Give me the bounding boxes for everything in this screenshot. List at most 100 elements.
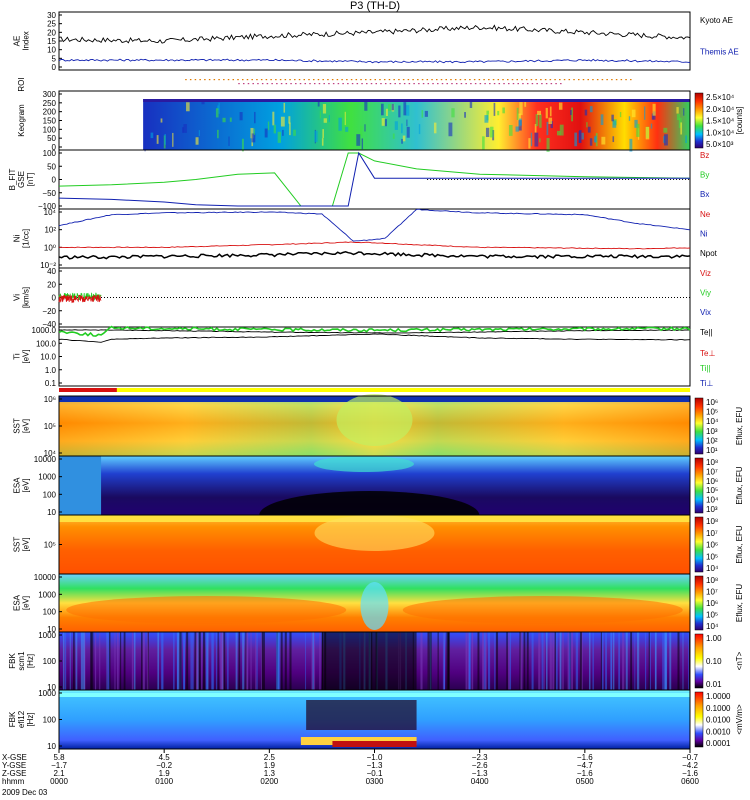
fbk_e-colorbar-tick: 1.0000 <box>706 692 731 701</box>
roi-mark <box>199 79 201 81</box>
xaxis-value: −0.7 <box>682 753 698 762</box>
fbk_b-stripe <box>305 632 307 690</box>
fbk_b-stripe <box>669 632 672 690</box>
keogram-streak <box>251 133 256 143</box>
keogram-streak <box>222 117 226 123</box>
temperature-series-2 <box>58 325 691 337</box>
keogram-streak <box>628 116 631 121</box>
roi-mark <box>625 79 627 81</box>
density-legend-Ni: Ni <box>700 230 708 239</box>
sst_elec-ylabel-line: SST <box>13 537 22 553</box>
velocity-ytick: 20 <box>47 280 56 289</box>
bfield-legend-By: By <box>700 171 709 180</box>
roi-mark <box>545 83 548 85</box>
keogram-streak <box>676 107 679 114</box>
xaxis-value: −2.3 <box>472 753 488 762</box>
keogram-streak <box>338 117 342 131</box>
fbk_b-stripe <box>543 632 545 690</box>
bfield-ytick: 50 <box>47 162 56 171</box>
roi-mark <box>204 79 206 81</box>
keogram-streak <box>182 127 184 133</box>
roi-mark <box>427 83 430 85</box>
fbk_b-stripe <box>142 632 145 690</box>
fbk_b-stripe <box>190 632 192 690</box>
keogram-streak <box>421 110 424 118</box>
keogram-streak <box>388 104 392 112</box>
fbk_e-colorbar-tick: 0.0010 <box>706 727 731 736</box>
ae-ytick: 30 <box>47 11 56 20</box>
fbk_b-stripe <box>75 632 78 690</box>
fbk_b-stripe <box>173 632 175 690</box>
keogram-streak <box>550 121 553 129</box>
roi-mark <box>555 83 557 85</box>
roi-mark <box>284 79 287 81</box>
keogram-streak <box>464 112 466 118</box>
velocity-ylabel: Vi [km/s] <box>13 287 31 308</box>
roi-mark <box>540 79 542 81</box>
keogram-streak <box>317 99 320 107</box>
fbk_b-stripe <box>636 632 640 690</box>
roi-mark <box>464 79 466 81</box>
roi-mark <box>399 83 401 85</box>
fbk_b-stripe <box>147 632 149 690</box>
bfield-ytick: 0 <box>52 176 57 185</box>
temperature-ytick: 1.0 <box>45 366 57 375</box>
temperature-ylabel-line: [eV] <box>22 349 31 363</box>
velocity-legend-Viz: Viz <box>700 269 711 278</box>
esa_elec-colorbar-tick: 10⁶ <box>706 599 718 608</box>
roi-mark <box>421 79 424 81</box>
fbk_b-stripe <box>552 632 555 690</box>
keogram-colorbar-tick: 1.0×10⁴ <box>706 128 735 137</box>
sst_elec-ytick: 10⁵ <box>44 541 56 550</box>
keogram-streak <box>539 138 541 143</box>
keogram-streak <box>418 124 421 135</box>
roi-mark <box>483 79 485 81</box>
fbk_b-stripe <box>212 632 214 690</box>
roi-mark <box>227 79 230 81</box>
fbk_b-stripe <box>227 632 229 690</box>
roi-mark <box>402 79 405 81</box>
keogram-streak <box>391 103 394 111</box>
fbk_b-stripe <box>250 632 252 690</box>
keogram-ytick: 0 <box>52 143 57 152</box>
keogram-streak <box>519 102 523 116</box>
esa_elec-colorbar-tick: 10⁵ <box>706 611 718 620</box>
keogram-streak <box>611 114 614 122</box>
roi-mark <box>450 79 452 81</box>
keogram-streak <box>345 126 349 132</box>
roi-mark <box>620 79 623 81</box>
keogram-ytick: 100 <box>43 125 57 134</box>
roi-mark <box>536 83 538 85</box>
keogram-streak <box>558 102 563 110</box>
keogram-streak <box>516 107 519 120</box>
fbk_b-stripe <box>278 632 281 690</box>
fbk_b-ylabel-line: FBK <box>8 653 17 669</box>
density-ytick: 10² <box>44 226 56 235</box>
fbk_b-ytick: 1000 <box>38 631 56 640</box>
fbk_b-stripe <box>217 632 219 690</box>
fbk_b-stripe <box>133 632 136 690</box>
sst_ion-colorbar-label: Eflux, EFU <box>735 407 744 445</box>
roi-mark <box>403 83 406 85</box>
fbk_b-stripe <box>107 632 110 690</box>
keogram-streak <box>488 114 491 127</box>
density-ytick: 10⁴ <box>44 208 57 217</box>
roi-mark <box>488 79 490 81</box>
keogram-streak <box>451 108 455 118</box>
roi-mark <box>630 79 632 81</box>
fbk_b-stripe <box>446 632 449 690</box>
keogram-streak <box>272 111 275 126</box>
roi-mark <box>549 79 552 81</box>
keogram-streak <box>485 127 490 138</box>
fbk_b-stripe <box>677 632 680 690</box>
fbk_b-stripe <box>575 632 579 690</box>
fbk_b-stripe <box>488 632 491 690</box>
fbk_b-stripe <box>526 632 529 690</box>
roi-mark <box>342 83 344 85</box>
keogram-streak <box>484 115 489 123</box>
roi-mark <box>550 83 553 85</box>
keogram-colorbar <box>694 92 704 149</box>
roi-mark <box>317 79 320 81</box>
fbk_b-stripe <box>555 632 558 690</box>
fbk_b-stripe <box>562 632 564 690</box>
